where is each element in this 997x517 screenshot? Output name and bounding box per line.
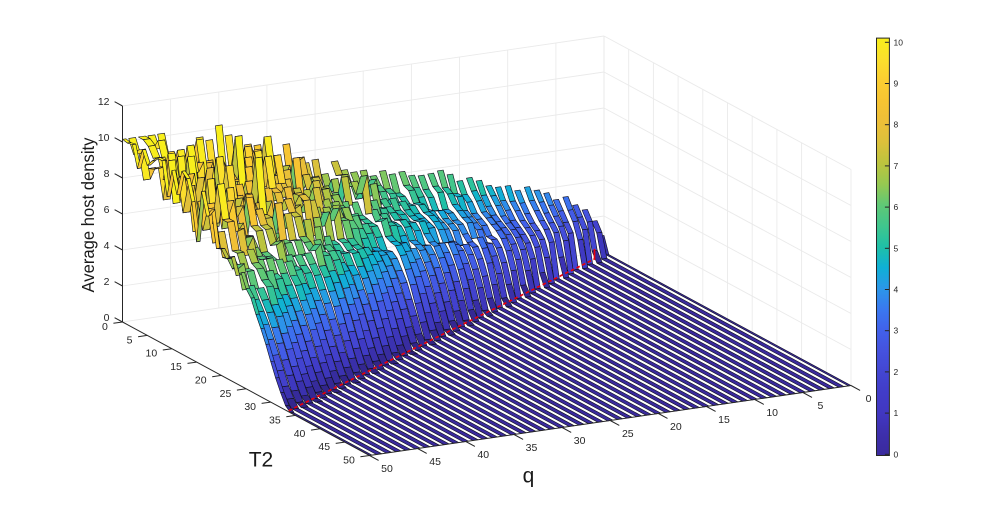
svg-text:0: 0 xyxy=(894,449,899,459)
svg-text:7: 7 xyxy=(894,161,899,171)
svg-text:6: 6 xyxy=(104,204,110,216)
svg-text:20: 20 xyxy=(670,421,682,433)
svg-text:4: 4 xyxy=(894,285,899,295)
svg-text:20: 20 xyxy=(195,374,207,386)
svg-text:45: 45 xyxy=(318,441,330,453)
svg-text:10: 10 xyxy=(98,132,110,144)
svg-text:10: 10 xyxy=(894,37,904,47)
svg-text:9: 9 xyxy=(894,79,899,89)
svg-text:2: 2 xyxy=(104,276,110,288)
svg-text:30: 30 xyxy=(244,401,256,413)
svg-text:5: 5 xyxy=(817,400,823,412)
svg-text:T2: T2 xyxy=(249,449,274,472)
svg-text:q: q xyxy=(523,465,535,488)
svg-text:5: 5 xyxy=(894,243,899,253)
svg-text:40: 40 xyxy=(477,449,489,461)
svg-text:15: 15 xyxy=(718,414,730,426)
svg-text:8: 8 xyxy=(894,120,899,130)
svg-text:5: 5 xyxy=(127,334,133,346)
svg-text:15: 15 xyxy=(170,361,182,373)
svg-text:0: 0 xyxy=(104,312,110,324)
svg-text:40: 40 xyxy=(294,428,306,440)
svg-text:50: 50 xyxy=(343,455,355,467)
svg-text:1: 1 xyxy=(894,408,899,418)
svg-text:25: 25 xyxy=(220,388,232,400)
svg-text:6: 6 xyxy=(894,202,899,212)
svg-text:45: 45 xyxy=(429,456,441,468)
svg-text:10: 10 xyxy=(766,407,778,419)
svg-text:12: 12 xyxy=(98,96,110,108)
svg-text:35: 35 xyxy=(526,442,538,454)
svg-text:35: 35 xyxy=(269,414,281,426)
svg-text:10: 10 xyxy=(146,348,158,360)
svg-text:3: 3 xyxy=(894,326,899,336)
svg-text:Average host density: Average host density xyxy=(78,137,98,292)
svg-text:25: 25 xyxy=(622,428,634,440)
svg-text:2: 2 xyxy=(894,367,899,377)
svg-text:0: 0 xyxy=(866,393,872,405)
svg-text:50: 50 xyxy=(381,463,393,475)
svg-text:30: 30 xyxy=(574,435,586,447)
svg-text:8: 8 xyxy=(104,168,110,180)
svg-text:0: 0 xyxy=(102,321,108,333)
svg-text:4: 4 xyxy=(104,240,110,252)
